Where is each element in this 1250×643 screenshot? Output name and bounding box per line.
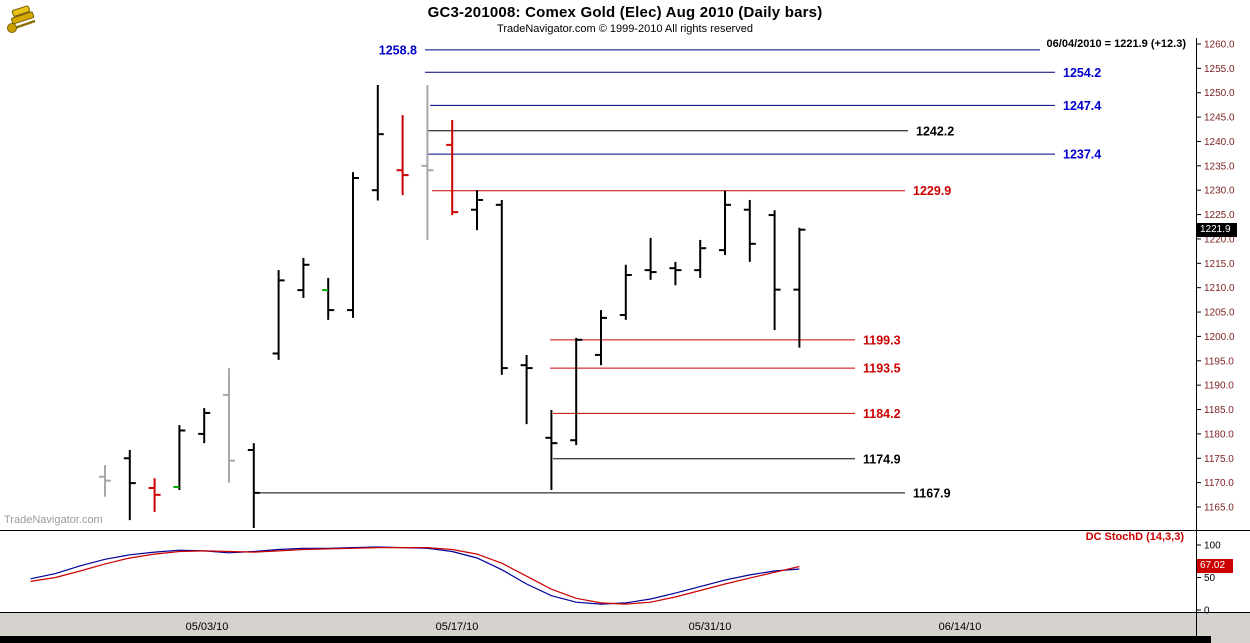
price-level-label: 1247.4 bbox=[1063, 99, 1101, 113]
price-axis-label: 1215.0 bbox=[1204, 259, 1235, 270]
price-level-label: 1193.5 bbox=[863, 362, 901, 376]
chart-title: GC3-201008: Comex Gold (Elec) Aug 2010 (… bbox=[427, 4, 823, 21]
price-axis-label: 1220.0 bbox=[1204, 234, 1235, 245]
price-axis-label: 1250.0 bbox=[1204, 88, 1235, 99]
bottom-bar-corner bbox=[1211, 636, 1250, 643]
price-level-label: 1229.9 bbox=[913, 184, 951, 198]
date-axis-label: 05/31/10 bbox=[689, 621, 732, 633]
logo-gold-bar bbox=[11, 5, 31, 17]
price-level-label: 1258.8 bbox=[379, 43, 417, 57]
price-axis-label: 1180.0 bbox=[1204, 429, 1234, 440]
price-axis-label: 1175.0 bbox=[1204, 454, 1234, 465]
tradenavigator-gold-logo bbox=[7, 5, 36, 33]
date-axis-strip bbox=[0, 613, 1250, 636]
stoch-scale-label: 50 bbox=[1204, 573, 1216, 584]
date-axis-label: 06/14/10 bbox=[939, 621, 982, 633]
logo-wheel bbox=[7, 23, 17, 33]
last-price-box: 1221.9 bbox=[1197, 222, 1237, 237]
price-axis-label: 1225.0 bbox=[1204, 210, 1235, 221]
price-axis-label: 1195.0 bbox=[1204, 356, 1234, 367]
stoch-scale-label: 100 bbox=[1204, 541, 1221, 552]
price-axis-label: 1260.0 bbox=[1204, 40, 1235, 51]
price-axis-label: 1230.0 bbox=[1204, 186, 1235, 197]
watermark: TradeNavigator.com bbox=[4, 514, 103, 526]
price-axis-label: 1200.0 bbox=[1204, 332, 1235, 343]
logo-gold-bar bbox=[11, 11, 35, 25]
price-level-label: 1174.9 bbox=[863, 452, 901, 466]
last-quote-readout: 06/04/2010 = 1221.9 (+12.3) bbox=[1046, 38, 1186, 50]
price-axis-label: 1205.0 bbox=[1204, 308, 1235, 319]
price-axis-label: 1165.0 bbox=[1204, 503, 1234, 514]
price-level-label: 1242.2 bbox=[916, 124, 954, 138]
price-axis-label: 1235.0 bbox=[1204, 161, 1235, 172]
price-axis-label: 1210.0 bbox=[1204, 283, 1235, 294]
price-level-label: 1237.4 bbox=[1063, 148, 1101, 162]
price-axis-label: 1240.0 bbox=[1204, 137, 1235, 148]
price-axis-label: 1170.0 bbox=[1204, 478, 1234, 489]
indicator-label: DC StochD (14,3,3) bbox=[1085, 531, 1184, 543]
price-level-label: 1184.2 bbox=[863, 407, 901, 421]
copyright-line: TradeNavigator.com © 1999-2010 All right… bbox=[497, 23, 753, 35]
price-level-label: 1254.2 bbox=[1063, 66, 1101, 80]
bottom-black-bar bbox=[0, 636, 1250, 643]
price-axis-label: 1245.0 bbox=[1204, 113, 1235, 124]
price-axis-label: 1255.0 bbox=[1204, 64, 1235, 75]
price-level-label: 1167.9 bbox=[913, 486, 951, 500]
date-axis-label: 05/17/10 bbox=[436, 621, 479, 633]
stoch-scale-label: 0 bbox=[1204, 606, 1210, 617]
date-axis-label: 05/03/10 bbox=[186, 621, 229, 633]
price-level-label: 1199.3 bbox=[863, 333, 901, 347]
price-axis-label: 1185.0 bbox=[1204, 405, 1234, 416]
price-axis-label: 1190.0 bbox=[1204, 381, 1234, 392]
stoch-red-line bbox=[30, 546, 800, 605]
indicator-value-box: 67.02 bbox=[1197, 559, 1233, 574]
